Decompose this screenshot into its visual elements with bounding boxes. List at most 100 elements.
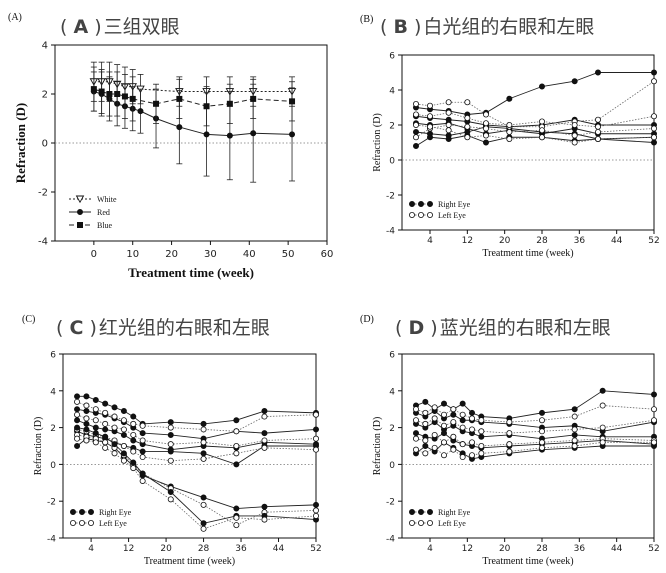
x-axis-label: Treatment time (week) (482, 248, 573, 259)
y-tick-label: 0 (50, 461, 56, 471)
data-point (312, 512, 319, 519)
data-point (289, 98, 296, 105)
legend: Right Eye Left Eye (408, 508, 471, 528)
legend-marker (417, 200, 424, 207)
legend-label: Right Eye (99, 508, 132, 517)
data-point (506, 135, 513, 142)
y-tick-label: 2 (389, 122, 395, 132)
data-point (426, 123, 433, 130)
data-point (200, 520, 207, 527)
legend-label: White (97, 195, 117, 204)
data-point (111, 413, 118, 420)
data-point (440, 452, 447, 459)
data-point (261, 437, 268, 444)
data-point (595, 123, 602, 130)
panel-title: ( B ) 白光组的右眼和左眼 (380, 16, 594, 38)
panel-title-text: 红光组的右眼和左眼 (99, 317, 270, 339)
data-point (482, 139, 489, 146)
data-point (200, 501, 207, 508)
legend: Right Eye Left Eye (70, 508, 132, 528)
legend-marker (417, 508, 424, 515)
data-point (450, 433, 457, 440)
data-point (478, 428, 485, 435)
data-point (445, 135, 452, 142)
data-point (440, 439, 447, 446)
data-point (459, 411, 466, 418)
data-point (233, 522, 240, 529)
data-point (102, 409, 109, 416)
panel-title: ( D ) 蓝光组的右眼和左眼 (395, 317, 611, 339)
data-point (464, 123, 471, 130)
data-point (464, 134, 471, 141)
data-point (233, 428, 240, 435)
data-point (539, 409, 546, 416)
data-point (153, 100, 160, 107)
y-tick-label: 2 (389, 424, 395, 434)
y-tick-label: -2 (38, 188, 48, 199)
series-left-eye (412, 415, 658, 437)
x-tick-label: 36 (235, 544, 247, 554)
y-tick-label: 6 (389, 351, 395, 361)
data-point (111, 450, 118, 457)
data-point (478, 450, 485, 457)
x-tick-label: 44 (611, 236, 623, 246)
data-point (571, 122, 578, 129)
panel-label: (D) (360, 314, 374, 325)
data-point (120, 408, 127, 415)
legend-marker (426, 200, 433, 207)
y-tick-label: 2 (42, 90, 48, 101)
data-point (412, 430, 419, 437)
x-tick-label: 28 (198, 544, 210, 554)
data-point (412, 142, 419, 149)
y-tick-label: 6 (389, 52, 395, 62)
legend-marker (408, 520, 415, 527)
data-point (167, 496, 174, 503)
data-point (506, 448, 513, 455)
data-point (478, 433, 485, 440)
data-point (200, 420, 207, 427)
data-point (102, 444, 109, 451)
series-blue (90, 66, 296, 127)
data-point (459, 424, 466, 431)
series-left-eye (74, 398, 319, 435)
y-tick-label: 0 (42, 139, 48, 150)
y-tick-label: 4 (389, 87, 395, 97)
data-point (426, 102, 433, 109)
data-point (506, 122, 513, 129)
x-tick-label: 36 (574, 544, 586, 554)
data-point (506, 419, 513, 426)
data-point (200, 426, 207, 433)
data-point (651, 113, 658, 120)
panel-label: (C) (22, 314, 35, 325)
legend-marker (79, 508, 86, 515)
data-point (130, 459, 137, 466)
data-point (571, 406, 578, 413)
x-tick-label: 30 (204, 249, 217, 260)
panel-title: ( C ) 红光组的右眼和左眼 (56, 317, 270, 339)
data-point (74, 411, 81, 418)
data-point (102, 426, 109, 433)
legend-label: Red (97, 208, 110, 217)
data-point (312, 411, 319, 418)
data-point (595, 135, 602, 142)
data-point (412, 417, 419, 424)
y-tick-label: 4 (50, 387, 56, 397)
data-point (468, 426, 475, 433)
data-point (120, 417, 127, 424)
series-line (93, 88, 293, 107)
panel-title-close: ) (88, 16, 101, 38)
series-line (415, 122, 654, 135)
data-point (250, 95, 257, 102)
data-point (130, 448, 137, 455)
data-point (422, 420, 429, 427)
series-left-eye (74, 411, 319, 449)
legend-marker (75, 195, 85, 204)
data-point (478, 442, 485, 449)
legend-marker (77, 222, 83, 228)
data-point (233, 505, 240, 512)
panel-label: (A) (8, 12, 22, 23)
panel-title-open: ( (56, 317, 69, 339)
data-point (261, 516, 268, 523)
series-left-eye (74, 435, 319, 532)
